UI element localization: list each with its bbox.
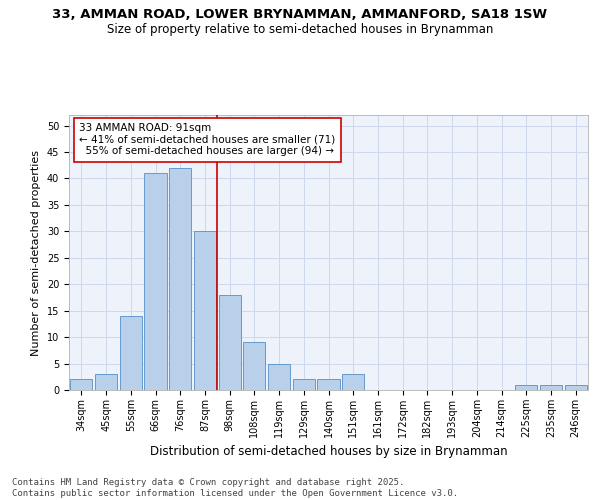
Bar	[243, 342, 265, 390]
Bar	[145, 173, 167, 390]
Bar	[317, 380, 340, 390]
Y-axis label: Number of semi-detached properties: Number of semi-detached properties	[31, 150, 41, 356]
Bar	[515, 384, 538, 390]
Bar	[540, 384, 562, 390]
Text: Contains HM Land Registry data © Crown copyright and database right 2025.
Contai: Contains HM Land Registry data © Crown c…	[12, 478, 458, 498]
Bar	[70, 380, 92, 390]
Bar	[194, 232, 216, 390]
X-axis label: Distribution of semi-detached houses by size in Brynamman: Distribution of semi-detached houses by …	[149, 446, 508, 458]
Bar	[293, 380, 315, 390]
Bar	[119, 316, 142, 390]
Bar	[95, 374, 117, 390]
Bar	[342, 374, 364, 390]
Text: 33, AMMAN ROAD, LOWER BRYNAMMAN, AMMANFORD, SA18 1SW: 33, AMMAN ROAD, LOWER BRYNAMMAN, AMMANFO…	[52, 8, 548, 20]
Bar	[169, 168, 191, 390]
Bar	[218, 295, 241, 390]
Text: 33 AMMAN ROAD: 91sqm
← 41% of semi-detached houses are smaller (71)
  55% of sem: 33 AMMAN ROAD: 91sqm ← 41% of semi-detac…	[79, 123, 335, 156]
Bar	[565, 384, 587, 390]
Bar	[268, 364, 290, 390]
Text: Size of property relative to semi-detached houses in Brynamman: Size of property relative to semi-detach…	[107, 22, 493, 36]
